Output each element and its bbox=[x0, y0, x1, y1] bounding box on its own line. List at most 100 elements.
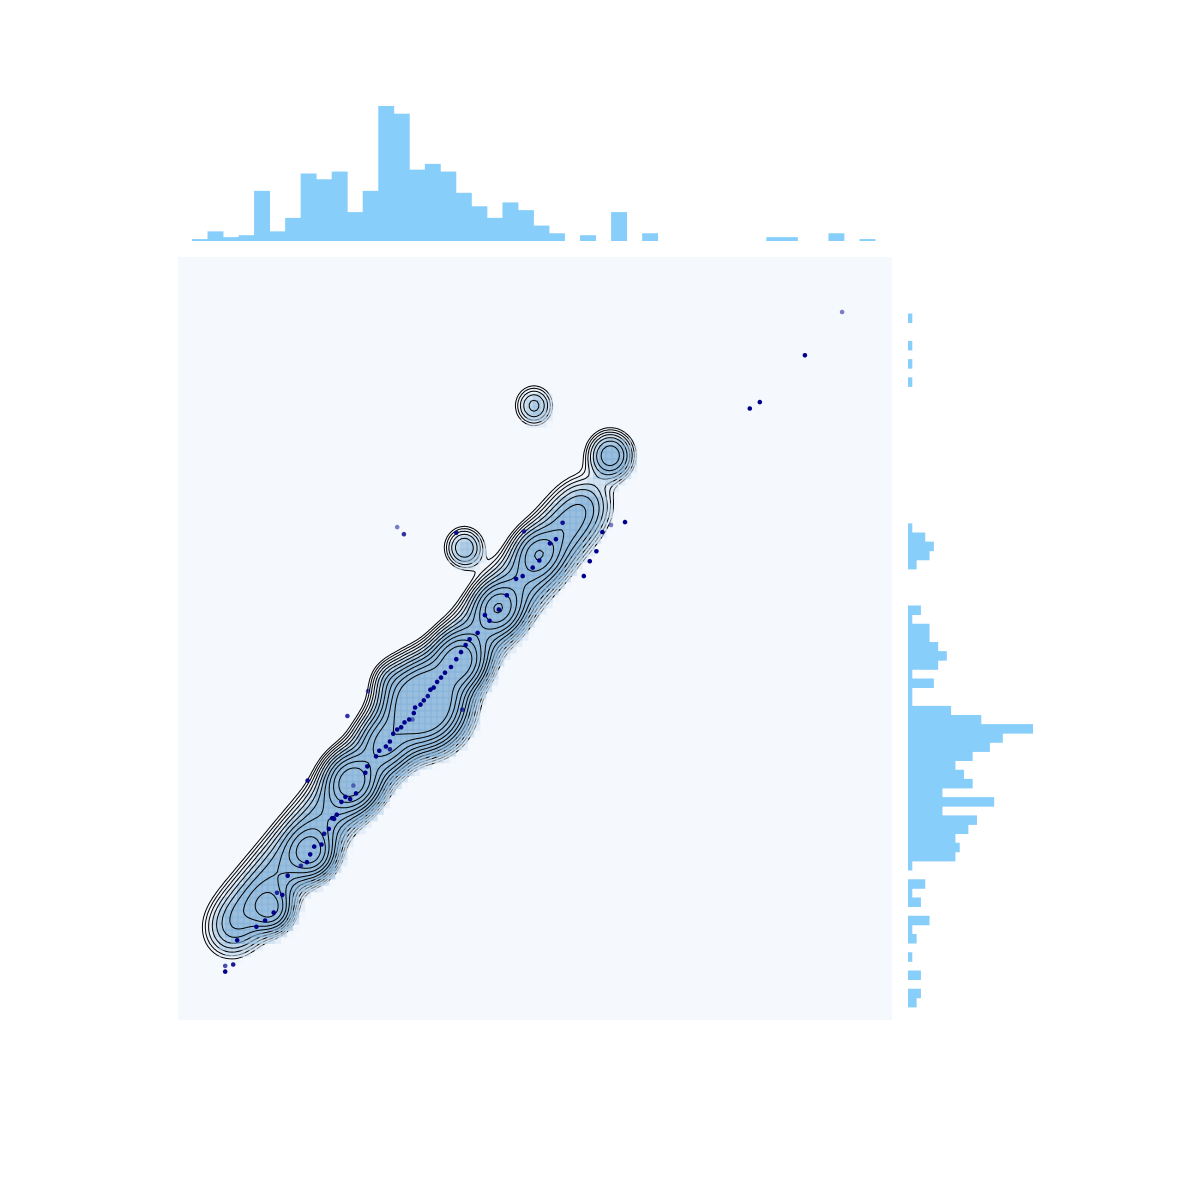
kde-fill-cell bbox=[569, 561, 577, 570]
kde-fill-cell bbox=[333, 871, 342, 880]
kde-fill-cell bbox=[224, 948, 233, 957]
kde-fill-cell bbox=[363, 813, 372, 822]
kde-fill-cell bbox=[291, 813, 300, 822]
x-hist-bar bbox=[549, 233, 565, 241]
kde-fill-cell bbox=[550, 406, 559, 415]
kde-fill-cell bbox=[520, 522, 529, 531]
kde-fill-cell bbox=[206, 935, 215, 944]
kde-fill-cell bbox=[550, 587, 559, 596]
kde-fill-cell bbox=[466, 561, 475, 570]
y-hist-bar bbox=[908, 897, 921, 908]
kde-fill-cell bbox=[206, 942, 215, 951]
kde-fill-cell bbox=[520, 419, 529, 428]
kde-fill-cell bbox=[587, 535, 595, 544]
kde-fill-cell bbox=[454, 742, 463, 751]
kde-fill-cell bbox=[484, 690, 493, 699]
kde-fill-cell bbox=[375, 800, 384, 809]
y-hist-bar bbox=[908, 934, 917, 944]
y-hist-bar bbox=[908, 669, 913, 679]
kde-fill-cell bbox=[430, 754, 438, 764]
kde-fill-cell bbox=[484, 554, 493, 564]
kde-fill-cell bbox=[267, 851, 275, 860]
kde-fill-cell bbox=[218, 896, 227, 906]
x-hist-bar bbox=[642, 233, 659, 241]
kde-fill-cell bbox=[611, 503, 620, 512]
kde-fill-cell bbox=[327, 871, 336, 880]
kde-fill-cell bbox=[575, 554, 583, 564]
kde-fill-cell bbox=[460, 529, 469, 538]
y-hist-bar bbox=[908, 842, 960, 853]
kde-fill-cell bbox=[351, 819, 360, 828]
x-hist-bar bbox=[486, 217, 503, 241]
kde-fill-cell bbox=[454, 606, 463, 615]
kde-fill-cell bbox=[442, 625, 451, 635]
kde-fill-cell bbox=[611, 432, 620, 441]
kde-fill-cell bbox=[339, 858, 348, 867]
kde-fill-cell bbox=[562, 580, 571, 589]
kde-fill-cell bbox=[454, 541, 463, 551]
x-hist-bar bbox=[502, 202, 519, 241]
kde-fill-cell bbox=[345, 838, 354, 848]
kde-fill-cell bbox=[472, 716, 481, 725]
y-hist-bar bbox=[908, 696, 913, 707]
kde-fill-cell bbox=[333, 858, 342, 867]
kde-fill-cell bbox=[291, 903, 300, 912]
kde-fill-cell bbox=[243, 942, 251, 951]
kde-fill-cell bbox=[321, 754, 330, 764]
kde-fill-cell bbox=[562, 567, 571, 576]
kde-fill-cell bbox=[611, 509, 620, 518]
kde-fill-cell bbox=[279, 832, 288, 841]
y-hist-bar bbox=[908, 559, 917, 570]
kde-fill-cell bbox=[460, 567, 469, 576]
kde-fill-cell bbox=[261, 838, 269, 848]
kde-fill-cell bbox=[249, 871, 257, 880]
x-hist-bar bbox=[347, 212, 364, 241]
kde-fill-cell bbox=[544, 419, 553, 428]
kde-fill-cell bbox=[484, 683, 493, 693]
kde-fill-cell bbox=[472, 729, 481, 738]
kde-fill-cell bbox=[490, 664, 499, 673]
kde-fill-cell bbox=[623, 464, 632, 473]
kde-fill-cell bbox=[291, 922, 300, 931]
kde-fill-cell bbox=[466, 587, 475, 596]
kde-fill-cell bbox=[466, 593, 475, 602]
kde-fill-cell bbox=[303, 806, 312, 815]
kde-fill-cell bbox=[206, 929, 215, 938]
kde-fill-cell bbox=[472, 587, 481, 596]
kde-fill-cell bbox=[357, 825, 366, 835]
kde-fill-cell bbox=[587, 464, 595, 473]
kde-fill-cell bbox=[412, 767, 420, 777]
kde-fill-cell bbox=[538, 412, 547, 422]
kde-fill-cell bbox=[285, 929, 294, 938]
kde-fill-cell bbox=[237, 955, 245, 964]
kde-fill-cell bbox=[569, 567, 577, 576]
kde-fill-cell bbox=[273, 845, 282, 854]
kde-fill-cell bbox=[309, 800, 318, 809]
kde-fill-cell bbox=[448, 754, 457, 764]
kde-fill-cell bbox=[599, 535, 607, 544]
kde-fill-cell bbox=[454, 748, 463, 757]
kde-fill-cell bbox=[569, 490, 577, 499]
kde-fill-cell bbox=[369, 703, 378, 712]
kde-fill-cell bbox=[611, 496, 620, 505]
y-hist-bar bbox=[908, 778, 973, 789]
kde-fill-cell bbox=[538, 419, 547, 428]
kde-fill-cell bbox=[218, 955, 227, 964]
kde-fill-cell bbox=[206, 916, 215, 925]
kde-fill-cell bbox=[261, 942, 269, 951]
kde-fill-cell bbox=[556, 587, 565, 596]
kde-fill-cell bbox=[478, 561, 487, 570]
kde-fill-cell bbox=[472, 535, 481, 544]
kde-fill-cell bbox=[297, 903, 306, 912]
kde-fill-cell bbox=[496, 664, 505, 673]
kde-fill-cell bbox=[526, 412, 535, 422]
kde-fill-cell bbox=[309, 877, 318, 886]
kde-fill-cell bbox=[508, 548, 517, 557]
kde-fill-cell bbox=[218, 916, 227, 925]
kde-fill-cell bbox=[526, 625, 535, 635]
kde-fill-cell bbox=[460, 561, 469, 570]
kde-fill-cell bbox=[442, 754, 451, 764]
x-hist-bar bbox=[331, 171, 348, 241]
kde-fill-cell bbox=[544, 593, 553, 602]
